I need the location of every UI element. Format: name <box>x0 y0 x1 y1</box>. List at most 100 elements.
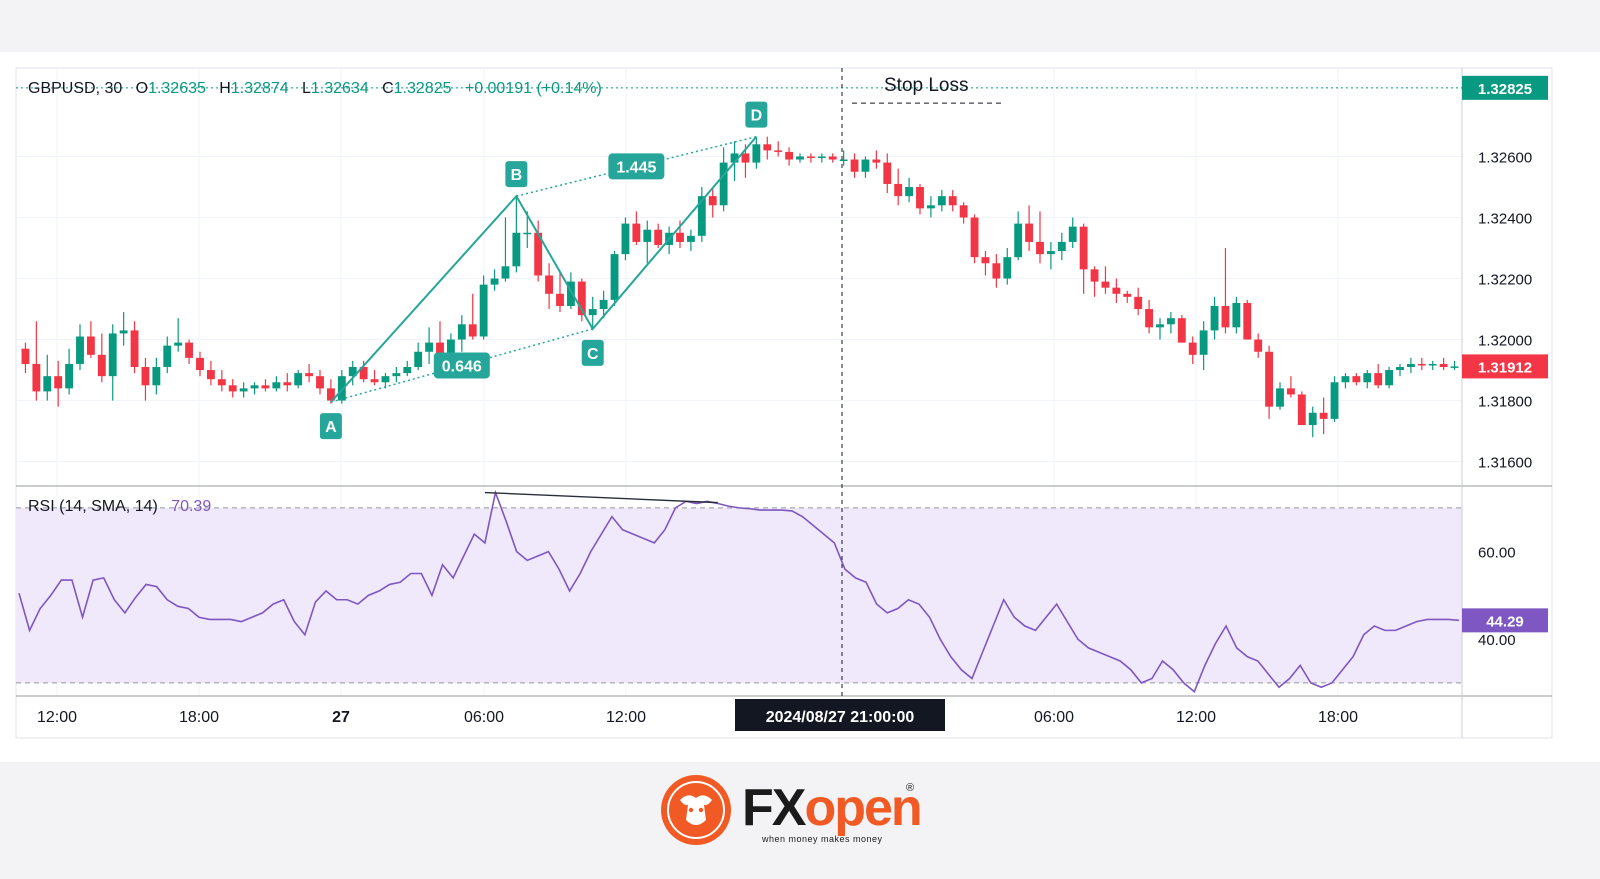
price-tick-label: 1.32600 <box>1478 149 1532 166</box>
candle-down <box>741 153 750 163</box>
candle-down <box>828 156 837 160</box>
candle-up <box>1363 373 1372 383</box>
candle-up <box>1308 412 1317 425</box>
rsi-label: RSI (14, SMA, 14) <box>28 498 158 515</box>
ratio-badge <box>608 153 665 180</box>
candle-up <box>76 336 84 364</box>
candle-down <box>1090 269 1099 282</box>
crosshair-time-label: 2024/08/27 21:00:00 <box>766 709 915 726</box>
price-tick-label: 1.32400 <box>1478 211 1532 228</box>
candle-down <box>785 151 794 160</box>
candle-up <box>1276 388 1284 407</box>
candle-up <box>1396 367 1404 371</box>
candle-down <box>326 388 335 401</box>
high-value: 1.32874 <box>230 80 289 97</box>
candle-up <box>1166 318 1175 325</box>
candle-up <box>1406 363 1415 368</box>
candle-up <box>566 281 575 306</box>
ratio-label: 0.646 <box>442 358 482 375</box>
candle-up <box>348 367 357 377</box>
price-badge <box>1462 354 1548 379</box>
candle-down <box>141 367 150 386</box>
candle-down <box>806 156 815 159</box>
change-value: +0.00191 (+0.14%) <box>464 80 602 97</box>
candle-down <box>632 223 641 242</box>
candle-down <box>1286 388 1295 395</box>
time-tick-label: 12:00 <box>1176 709 1216 726</box>
candle-up <box>337 376 346 401</box>
symbol-label: GBPUSD, 30 <box>28 80 123 97</box>
stop-loss-label: Stop Loss <box>884 75 969 96</box>
candle-up <box>817 156 826 159</box>
candle-up <box>599 299 608 310</box>
candle-down <box>1025 223 1034 242</box>
pattern-point-badge <box>505 161 528 188</box>
candle-down <box>1265 351 1274 407</box>
candle-up <box>392 373 401 377</box>
time-tick-label: 27 <box>332 709 350 726</box>
chart-svg[interactable]: 1.32600 1.32400 1.32200 1.32000 1.31800 1.316… <box>0 52 1600 762</box>
candle-down <box>1297 394 1306 425</box>
rsi-band <box>16 507 1462 683</box>
candle-down <box>883 162 892 184</box>
rsi-badge-label: 44.29 <box>1486 613 1524 630</box>
price-badge-label: 1.31912 <box>1478 359 1532 376</box>
registered-mark: ® <box>906 782 915 794</box>
candle-down <box>1079 226 1088 270</box>
rsi-line <box>18 489 1460 693</box>
time-tick-label: 18:00 <box>179 709 219 726</box>
candle-down <box>894 183 903 197</box>
candle-down <box>21 348 30 364</box>
candle-down <box>1145 309 1154 328</box>
candle-down <box>228 385 237 392</box>
candle-up <box>796 156 804 160</box>
candle-down <box>185 342 194 358</box>
close-label: C <box>382 80 394 97</box>
candle-up <box>1385 370 1394 386</box>
candle-up <box>294 373 303 386</box>
time-tick-label: 18:00 <box>1318 709 1358 726</box>
candle-down <box>1036 241 1044 255</box>
candle-down <box>97 354 106 377</box>
candle-down <box>370 379 379 383</box>
candle-up <box>414 351 423 368</box>
candle-up <box>588 309 597 316</box>
candle-up <box>730 153 739 163</box>
candle-down <box>206 370 215 380</box>
candle-up <box>272 382 281 389</box>
candle-down <box>970 217 979 258</box>
harmonic-pattern-line <box>330 136 758 403</box>
pattern-point-badge <box>581 339 604 366</box>
candle-up <box>479 284 488 337</box>
candle-up <box>239 388 248 392</box>
candle-down <box>774 150 783 152</box>
candle-down <box>1112 287 1121 294</box>
candle-up <box>621 223 630 255</box>
candle-down <box>261 385 270 389</box>
price-tick-label: 1.32200 <box>1478 272 1532 289</box>
candle-up <box>1330 382 1339 419</box>
candle-up <box>643 229 652 242</box>
ratio-line <box>516 135 757 197</box>
candle-up <box>905 186 914 197</box>
candle-up <box>719 162 728 206</box>
open-label: O <box>135 80 149 97</box>
pattern-point-badge <box>745 101 768 128</box>
candle-up <box>250 385 259 389</box>
candle-down <box>54 376 63 389</box>
chart-card: 1.32600 1.32400 1.32200 1.32000 1.31800 1.316… <box>0 52 1600 762</box>
open-value: 1.32635 <box>148 80 206 97</box>
ratio-label: 1.445 <box>616 159 656 176</box>
bull-emblem-icon <box>661 775 731 845</box>
candle-up <box>839 159 848 162</box>
close-value: 1.32825 <box>393 80 452 97</box>
candle-down <box>1188 342 1197 355</box>
pattern-point-label: D <box>751 108 763 125</box>
candle-down <box>981 257 990 264</box>
candle-up <box>1003 257 1012 279</box>
candle-down <box>959 205 968 218</box>
candle-up <box>1450 366 1459 368</box>
rsi-value: 70.39 <box>171 498 212 515</box>
brand-tagline: when money makes money <box>762 834 883 844</box>
candle-down <box>1417 363 1426 366</box>
